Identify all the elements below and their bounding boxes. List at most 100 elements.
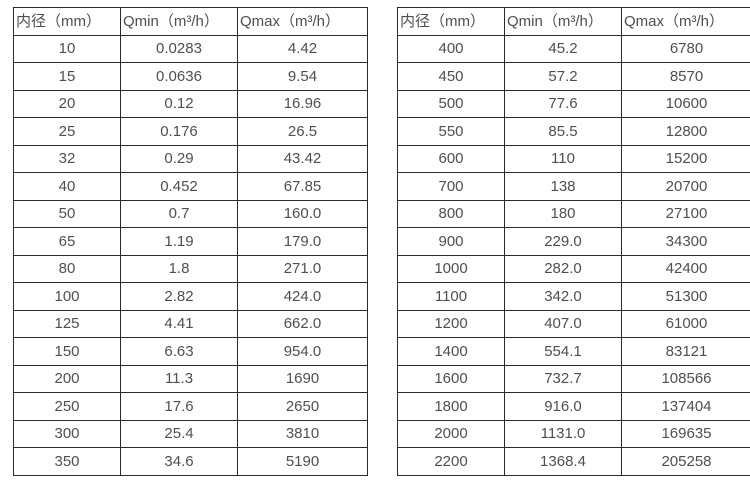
table-row: 350 34.6 5190 [13,447,368,476]
table-cell: 50 [13,199,121,228]
table-row: 40 0.452 67.85 [13,172,368,201]
table-cell: 25 [13,117,121,146]
table-row: 1100 342.0 51300 [397,282,750,311]
table-cell: 16.96 [237,89,368,118]
table-cell: 1690 [237,364,368,393]
table-row: 80 1.8 271.0 [13,254,368,283]
table-cell: 34300 [621,227,750,256]
table-row: 32 0.29 43.42 [13,144,368,173]
table-cell: 51300 [621,282,750,311]
table-cell: 407.0 [504,309,622,338]
table-cell: 2.82 [120,282,238,311]
table-cell: 10600 [621,89,750,118]
column-header: Qmax（m³/h） [621,7,750,36]
table-cell: 9.54 [237,62,368,91]
table-cell: 3810 [237,419,368,448]
table-cell: 32 [13,144,121,173]
table-row: 400 45.2 6780 [397,34,750,63]
table-row: 200 11.3 1690 [13,364,368,393]
header-row: 内径（mm） Qmin（m³/h） Qmax（m³/h） [397,7,750,36]
table-row: 1800 916.0 137404 [397,392,750,421]
table-cell: 0.452 [120,172,238,201]
table-cell: 900 [397,227,505,256]
table-row: 450 57.2 8570 [397,62,750,91]
table-cell: 45.2 [504,34,622,63]
table-cell: 137404 [621,392,750,421]
table-cell: 10 [13,34,121,63]
table-cell: 300 [13,419,121,448]
column-header: Qmax（m³/h） [237,7,368,36]
table-cell: 65 [13,227,121,256]
table-cell: 1600 [397,364,505,393]
table-cell: 450 [397,62,505,91]
table-cell: 83121 [621,337,750,366]
header-row: 内径（mm） Qmin（m³/h） Qmax（m³/h） [13,7,368,36]
table-row: 125 4.41 662.0 [13,309,368,338]
table-cell: 160.0 [237,199,368,228]
table-cell: 67.85 [237,172,368,201]
table-cell: 8570 [621,62,750,91]
table-cell: 1368.4 [504,447,622,476]
table-row: 1400 554.1 83121 [397,337,750,366]
table-cell: 80 [13,254,121,283]
table-cell: 250 [13,392,121,421]
column-header: Qmin（m³/h） [504,7,622,36]
table-cell: 6.63 [120,337,238,366]
table-cell: 954.0 [237,337,368,366]
table-row: 10 0.0283 4.42 [13,34,368,63]
table-cell: 20 [13,89,121,118]
table-cell: 0.0283 [120,34,238,63]
table-row: 15 0.0636 9.54 [13,62,368,91]
table-cell: 12800 [621,117,750,146]
table-row: 600 110 15200 [397,144,750,173]
table-cell: 1131.0 [504,419,622,448]
table-row: 65 1.19 179.0 [13,227,368,256]
flow-table-large-diameters: 内径（mm） Qmin（m³/h） Qmax（m³/h） 400 45.2 6780 450… [397,7,750,476]
table-cell: 4.41 [120,309,238,338]
table-cell: 11.3 [120,364,238,393]
table-row: 1600 732.7 108566 [397,364,750,393]
table-cell: 282.0 [504,254,622,283]
table-cell: 0.12 [120,89,238,118]
table-cell: 0.7 [120,199,238,228]
table-row: 550 85.5 12800 [397,117,750,146]
table-cell: 169635 [621,419,750,448]
table-cell: 110 [504,144,622,173]
table-cell: 150 [13,337,121,366]
table-cell: 1.8 [120,254,238,283]
table-cell: 0.176 [120,117,238,146]
table-cell: 732.7 [504,364,622,393]
table-cell: 2650 [237,392,368,421]
table-cell: 662.0 [237,309,368,338]
table-cell: 700 [397,172,505,201]
table-cell: 61000 [621,309,750,338]
table-cell: 800 [397,199,505,228]
table-cell: 25.4 [120,419,238,448]
table-cell: 916.0 [504,392,622,421]
table-cell: 57.2 [504,62,622,91]
table-cell: 34.6 [120,447,238,476]
table-cell: 43.42 [237,144,368,173]
table-cell: 0.29 [120,144,238,173]
table-row: 250 17.6 2650 [13,392,368,421]
table-cell: 1100 [397,282,505,311]
flow-table-small-diameters: 内径（mm） Qmin（m³/h） Qmax（m³/h） 10 0.0283 4.42 15… [13,7,368,476]
table-cell: 77.6 [504,89,622,118]
table-cell: 554.1 [504,337,622,366]
table-row: 800 180 27100 [397,199,750,228]
table-cell: 600 [397,144,505,173]
table-cell: 1200 [397,309,505,338]
table-row: 150 6.63 954.0 [13,337,368,366]
table-cell: 271.0 [237,254,368,283]
table-cell: 20700 [621,172,750,201]
table-cell: 40 [13,172,121,201]
table-cell: 342.0 [504,282,622,311]
table-cell: 17.6 [120,392,238,421]
table-cell: 15200 [621,144,750,173]
table-cell: 4.42 [237,34,368,63]
table-cell: 180 [504,199,622,228]
column-header: 内径（mm） [397,7,505,36]
table-cell: 200 [13,364,121,393]
table-row: 20 0.12 16.96 [13,89,368,118]
